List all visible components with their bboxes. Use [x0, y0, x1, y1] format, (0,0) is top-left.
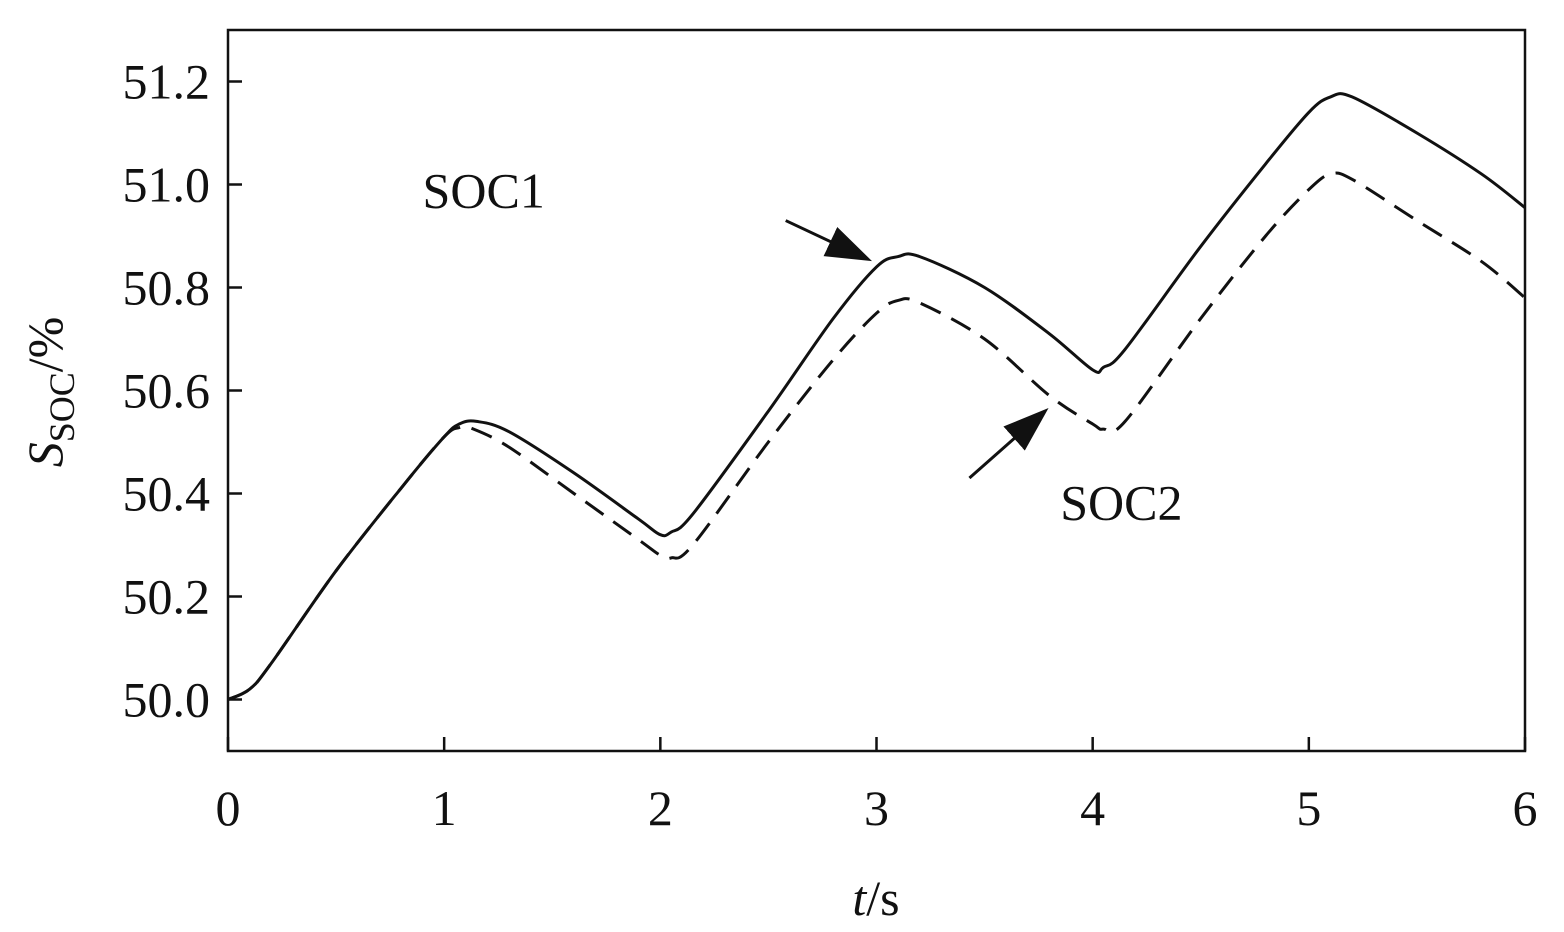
y-tick-label: 51.2	[123, 54, 211, 110]
annotation-arrow-soc1	[785, 219, 873, 262]
annotation-label-soc2: SOC2	[1060, 474, 1182, 530]
x-tick-label: 2	[648, 780, 673, 836]
x-tick-label: 0	[216, 780, 241, 836]
y-tick-label: 50.8	[123, 260, 211, 316]
y-tick-label: 50.2	[123, 569, 211, 625]
x-axis-label: t/s	[852, 870, 899, 926]
annotation-label-soc1: SOC1	[423, 163, 545, 219]
x-tick-label: 6	[1513, 780, 1538, 836]
x-tick-label: 1	[432, 780, 457, 836]
x-tick-label: 5	[1296, 780, 1321, 836]
y-axis-label: SSOC/%	[17, 317, 82, 468]
x-axis-ticks: 0 1 2 3 4 5 6	[216, 737, 1538, 836]
series-layer	[227, 92, 1526, 701]
annotation-arrow-soc2	[968, 408, 1049, 480]
x-tick-label: 4	[1080, 780, 1105, 836]
y-tick-label: 50.6	[123, 363, 211, 419]
series-line-soc2	[227, 171, 1526, 701]
y-axis-ticks: 50.0 50.2 50.4 50.6 50.8 51.0 51.2	[123, 54, 242, 728]
annotation-layer: SOC1 SOC2	[423, 163, 1183, 531]
y-tick-label: 51.0	[123, 157, 211, 213]
y-tick-label: 50.4	[123, 466, 211, 522]
x-tick-label: 3	[864, 780, 889, 836]
y-tick-label: 50.0	[123, 672, 211, 728]
plot-frame	[226, 28, 1527, 753]
